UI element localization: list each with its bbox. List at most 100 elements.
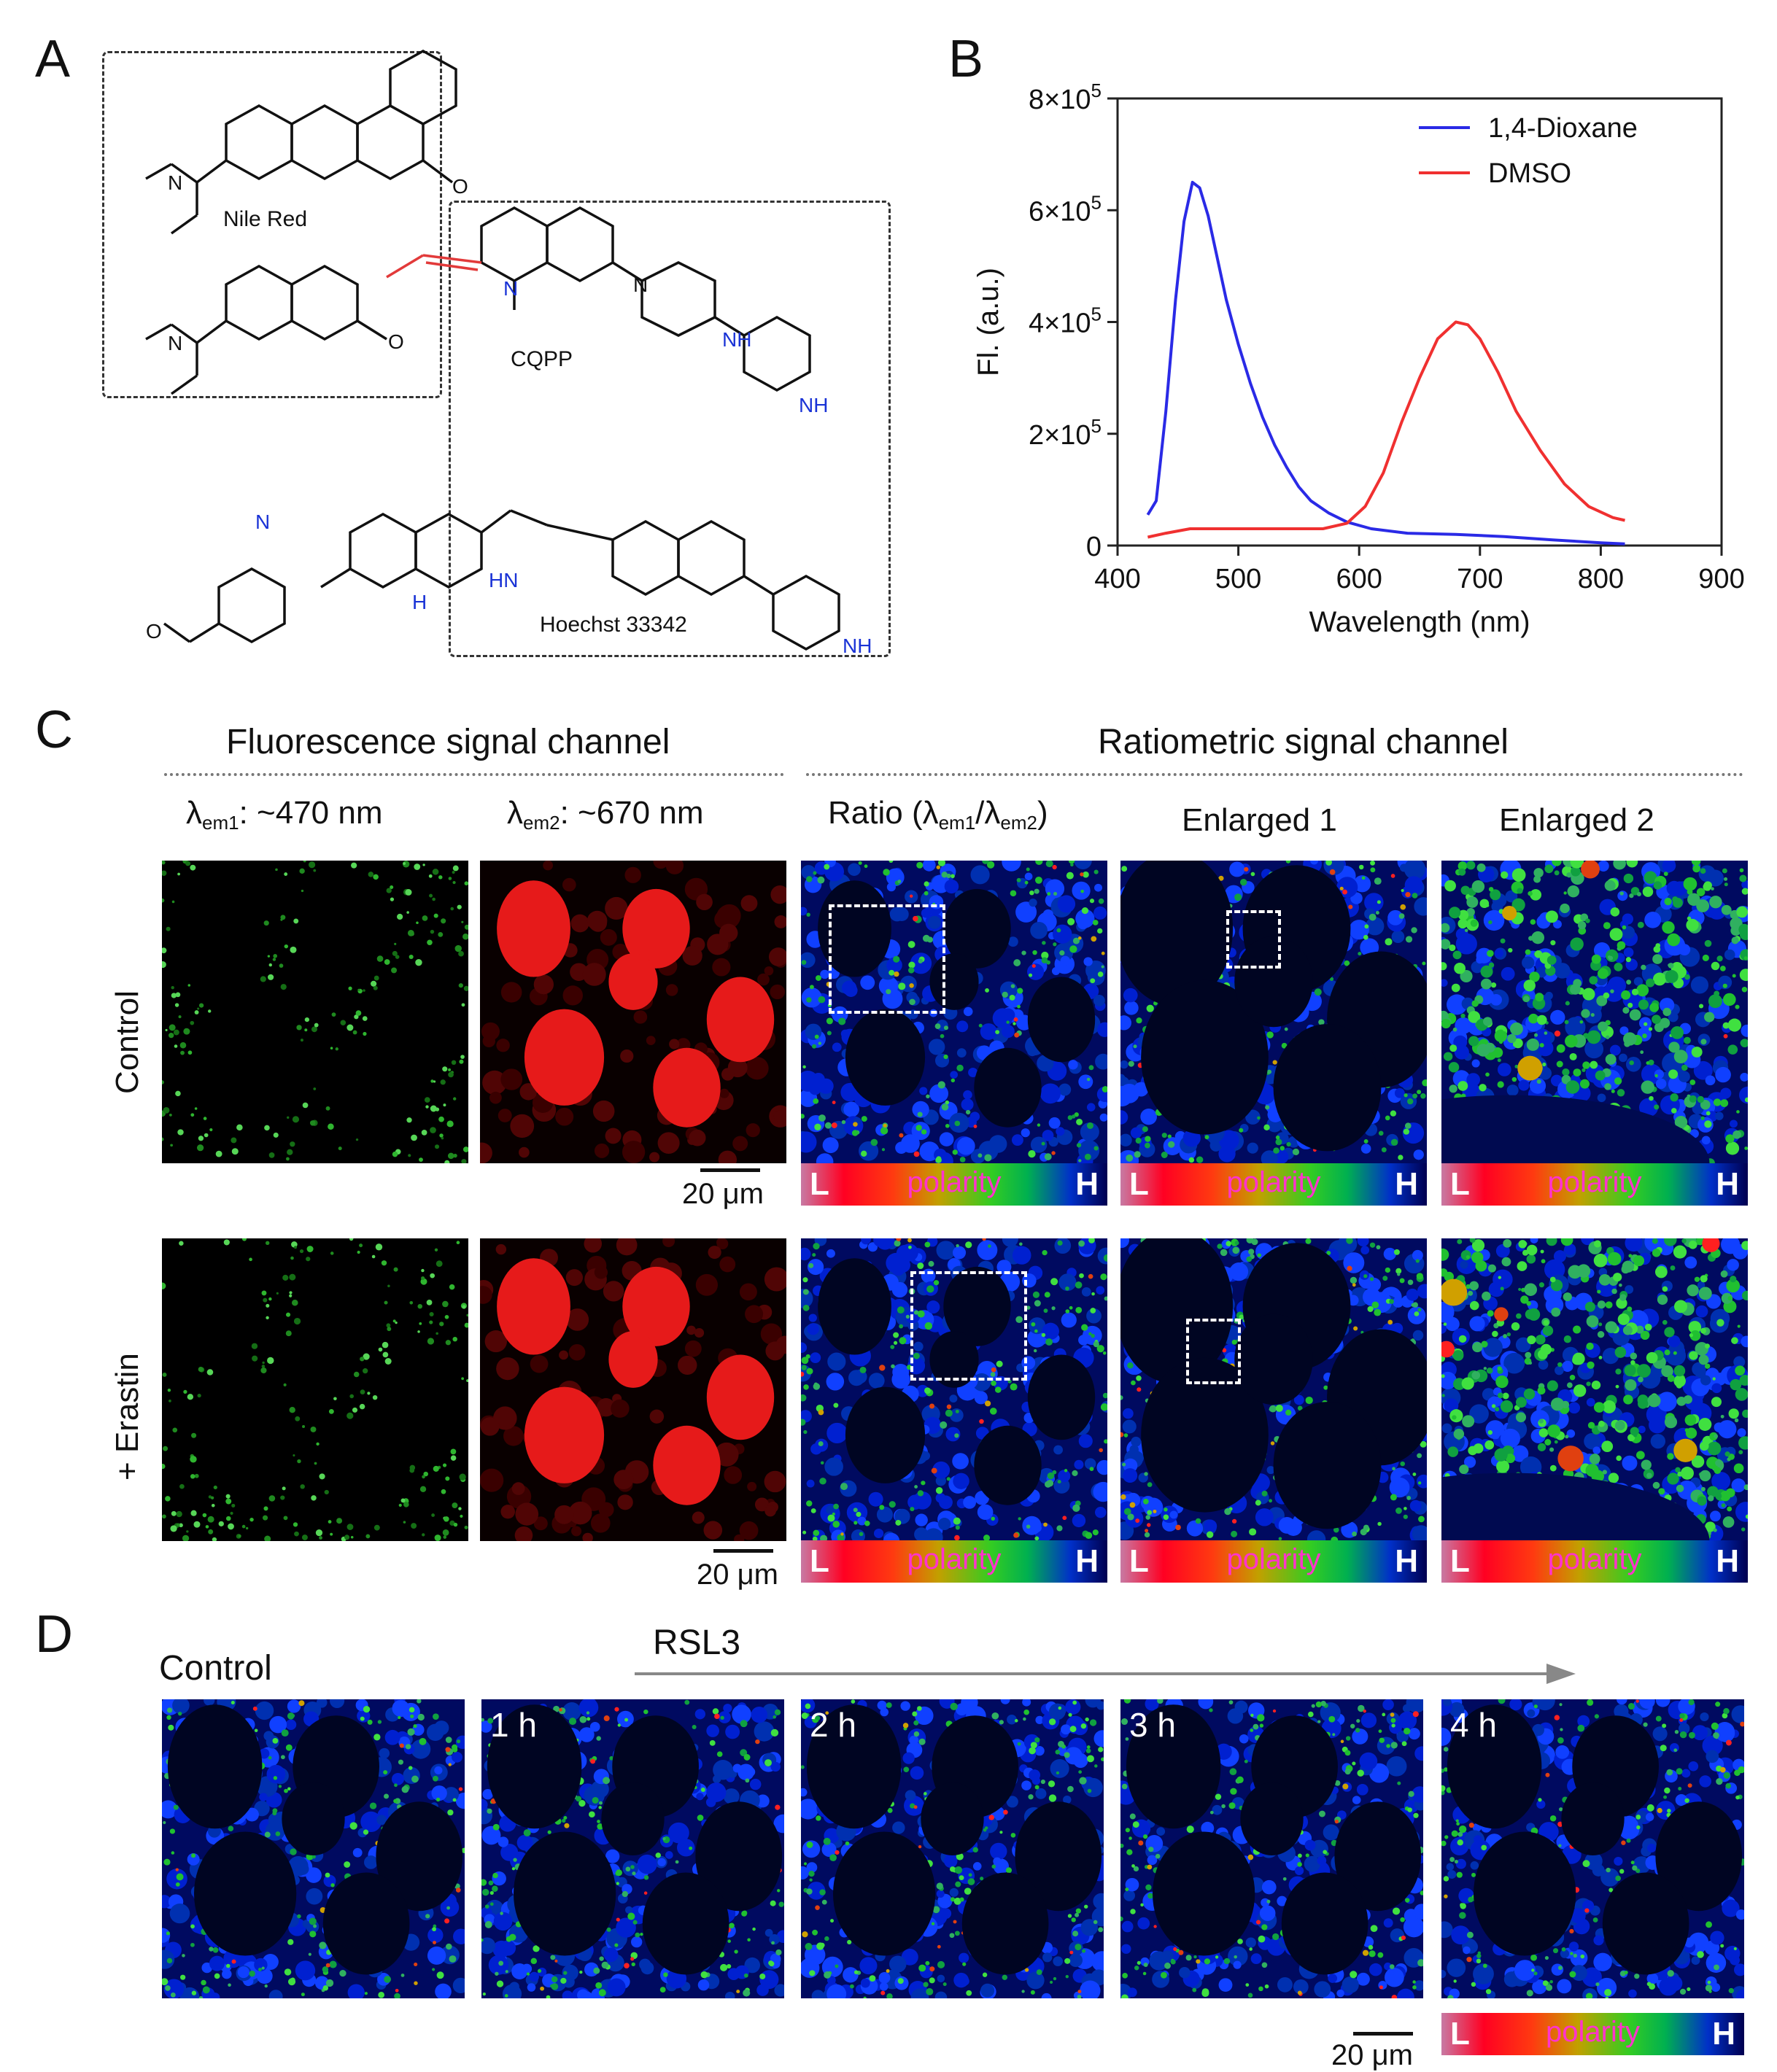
molecule-label-cqpp: CQPP <box>511 347 573 372</box>
panel-d-treatment-label: RSL3 <box>653 1623 740 1663</box>
x-tick-label: 800 <box>1578 564 1624 594</box>
time-arrow <box>635 1659 1583 1688</box>
legend-label-dmso: DMSO <box>1488 158 1571 189</box>
x-axis-label: Wavelength (nm) <box>1309 606 1530 638</box>
svg-text:O: O <box>388 330 404 353</box>
y-axis-label: Fl. (a.u.) <box>972 268 1004 376</box>
colorbar-label-mid: polarity <box>1120 1166 1427 1199</box>
svg-text:N: N <box>168 171 182 194</box>
panel-letter-d: D <box>35 1605 73 1664</box>
scale-bar-panel-d <box>1353 2032 1413 2036</box>
scale-bar-erastin <box>713 1549 773 1553</box>
y-tick-label: 6×105 <box>1029 191 1102 227</box>
colorbar-label-mid: polarity <box>1441 2016 1744 2049</box>
micrograph-ratio-control <box>801 861 1107 1163</box>
time-label: 3 h <box>1129 1705 1176 1745</box>
time-label: 4 h <box>1450 1705 1497 1745</box>
time-label: 1 h <box>490 1705 537 1745</box>
colorbar-label-high: H <box>1395 1166 1418 1203</box>
colorbar-label-high: H <box>1712 2016 1735 2052</box>
colorbar-label-high: H <box>1716 1166 1739 1203</box>
colorbar-label-mid: polarity <box>1441 1543 1748 1576</box>
colorbar-label-mid: polarity <box>801 1166 1107 1199</box>
micrograph-em1-erastin <box>162 1238 468 1541</box>
svg-text:O: O <box>452 175 468 198</box>
panel-d-control-label: Control <box>159 1648 272 1688</box>
svg-text:H: H <box>412 591 427 613</box>
colorbar-label-mid: polarity <box>1441 1166 1748 1199</box>
series-line-dioxane <box>1147 182 1625 544</box>
colorbar-label-high: H <box>1075 1166 1099 1203</box>
column-header-enlarged-2: Enlarged 2 <box>1499 802 1654 839</box>
x-tick-label: 500 <box>1215 564 1261 594</box>
molecule-label-nile-red: Nile Red <box>223 207 307 232</box>
colorbar-label-high: H <box>1395 1543 1418 1580</box>
colorbar-label-high: H <box>1716 1543 1739 1580</box>
chemical-structures-drawing: N N N O O O N NH NH NH N HN H <box>102 44 905 671</box>
column-header-ratio: Ratio (λem1/λem2) <box>828 795 1048 834</box>
molecule-label-hoechst: Hoechst 33342 <box>540 613 687 637</box>
header-fluorescence-channel: Fluorescence signal channel <box>226 722 670 762</box>
colorbar-label-mid: polarity <box>1120 1543 1427 1576</box>
zoom-region-box <box>1186 1319 1241 1384</box>
y-tick-label: 0 <box>1086 532 1102 562</box>
panel-letter-c: C <box>35 700 73 760</box>
micrograph-time-0 <box>162 1699 465 1998</box>
x-tick-label: 900 <box>1698 564 1744 594</box>
svg-text:N: N <box>503 277 518 300</box>
column-header-enlarged-1: Enlarged 1 <box>1182 802 1337 839</box>
zoom-region-box <box>829 904 945 1014</box>
legend-label-dioxane: 1,4-Dioxane <box>1488 113 1638 144</box>
svg-text:NH: NH <box>843 635 872 657</box>
svg-text:N: N <box>633 273 648 296</box>
svg-text:NH: NH <box>722 328 751 351</box>
column-header-em1: λem1: ~470 nm <box>186 795 382 834</box>
svg-text:HN: HN <box>489 569 518 591</box>
svg-text:N: N <box>255 511 270 533</box>
svg-text:O: O <box>146 620 162 643</box>
svg-text:NH: NH <box>799 394 828 416</box>
micrograph-enlarged2-erastin <box>1441 1238 1748 1541</box>
y-tick-label: 8×105 <box>1029 79 1102 115</box>
zoom-region-box <box>1226 910 1281 969</box>
panel-letter-a: A <box>35 29 70 89</box>
micrograph-ratio-erastin <box>801 1238 1107 1541</box>
colorbar-label-mid: polarity <box>801 1543 1107 1576</box>
row-label-control: Control <box>109 990 146 1094</box>
column-header-em2: λem2: ~670 nm <box>507 795 703 834</box>
micrograph-time-2: 2 h <box>801 1699 1104 1998</box>
micrograph-enlarged1-control <box>1120 861 1427 1163</box>
rule-ratiometric <box>806 773 1743 776</box>
series-line-dmso <box>1147 322 1625 538</box>
scale-label-control: 20 μm <box>682 1178 764 1211</box>
x-tick-label: 400 <box>1094 564 1140 594</box>
zoom-region-box <box>910 1271 1027 1381</box>
scale-label-panel-d: 20 μm <box>1331 2039 1413 2072</box>
micrograph-time-1: 1 h <box>481 1699 784 1998</box>
micrograph-em1-control <box>162 861 468 1163</box>
row-label-erastin: + Erastin <box>109 1353 146 1481</box>
rule-fluorescence <box>164 773 784 776</box>
scale-label-erastin: 20 μm <box>697 1559 778 1591</box>
svg-text:N: N <box>168 332 182 354</box>
y-tick-label: 4×105 <box>1029 303 1102 339</box>
micrograph-enlarged1-erastin <box>1120 1238 1427 1541</box>
colorbar-label-high: H <box>1075 1543 1099 1580</box>
micrograph-enlarged2-control <box>1441 861 1748 1163</box>
micrograph-em2-control <box>480 861 786 1163</box>
micrograph-time-4: 4 h <box>1441 1699 1744 1998</box>
plot-frame <box>1118 98 1722 546</box>
y-tick-label: 2×105 <box>1029 415 1102 451</box>
micrograph-time-3: 3 h <box>1120 1699 1423 1998</box>
header-ratiometric-channel: Ratiometric signal channel <box>1098 722 1509 762</box>
micrograph-em2-erastin <box>480 1238 786 1541</box>
scale-bar-control <box>700 1168 760 1172</box>
